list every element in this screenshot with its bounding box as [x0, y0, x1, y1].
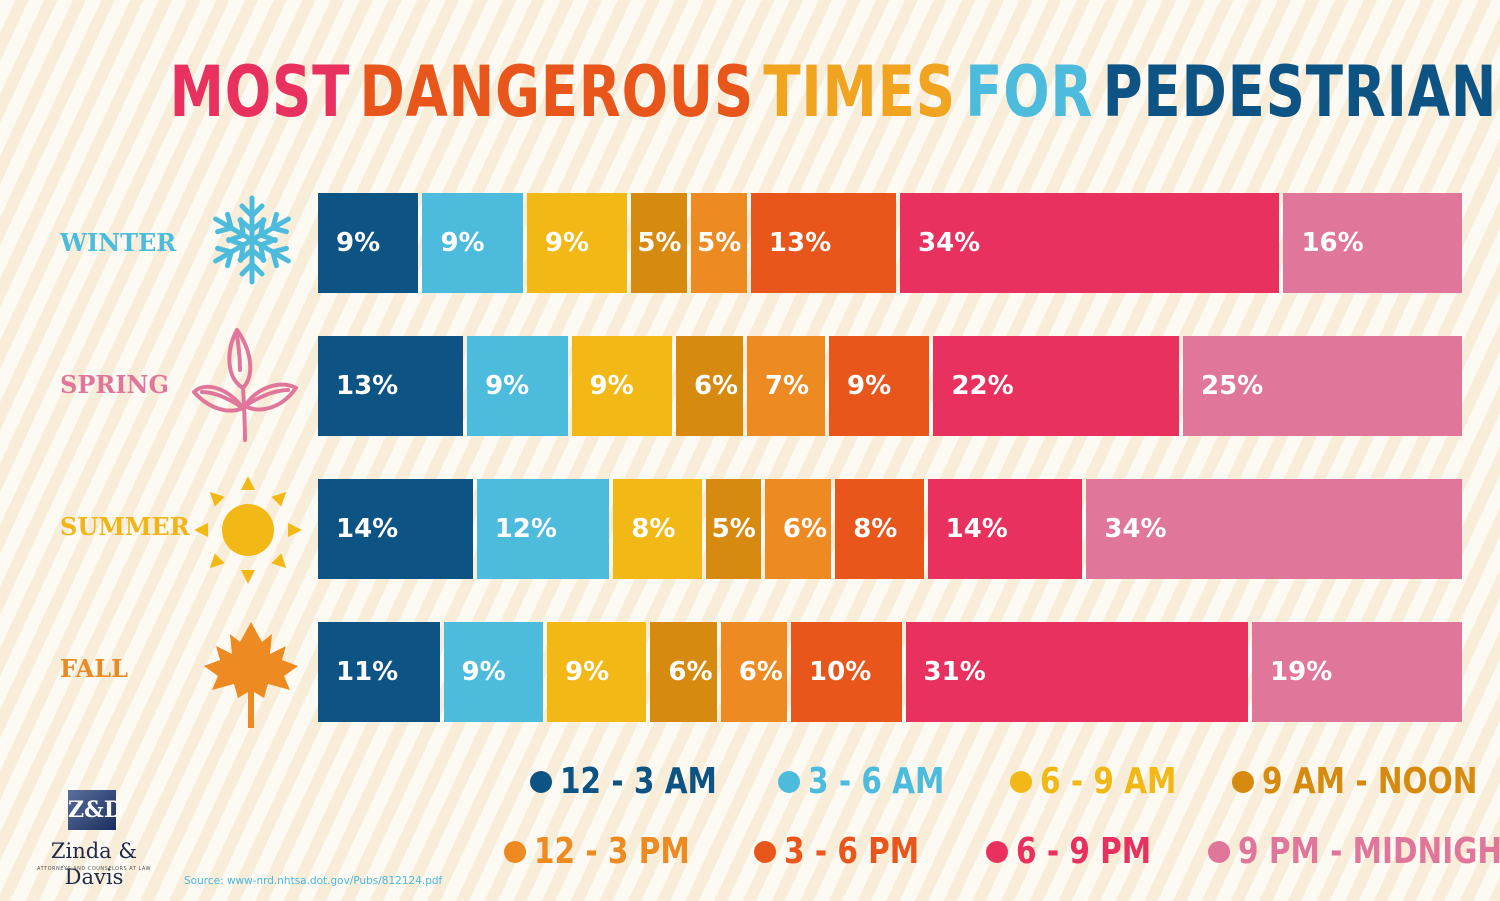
legend-dot [754, 841, 776, 863]
season-label-summer: SUMMER [60, 512, 190, 541]
bar-row-summer: 14% 12% 8% 5% 6% 8% 14% 34% [318, 479, 1462, 579]
legend-label: 12 - 3 AM [560, 761, 717, 802]
bar-segment: 5% [705, 479, 761, 579]
legend-dot [986, 841, 1008, 863]
legend-dot [1208, 841, 1230, 863]
title-word-for: FOR [965, 51, 1094, 133]
bar-segment: 14% [318, 479, 473, 579]
bar-segment: 11% [318, 622, 440, 722]
bar-segment: 9% [318, 193, 419, 293]
bar-segment: 5% [631, 193, 688, 293]
legend-label: 9 AM - NOON [1262, 761, 1478, 802]
bar-segment: 14% [927, 479, 1083, 579]
season-label-winter: WINTER [60, 228, 177, 257]
legend-dot [504, 841, 526, 863]
zinda-davis-logo: Z&D Zinda & Davis ATTORNEYS AND COUNSELO… [26, 790, 166, 889]
source-note: Source: www-nrd.nhtsa.dot.gov/Pubs/81212… [184, 875, 443, 887]
season-label-fall: FALL [60, 654, 129, 683]
title-word-most: MOST [169, 51, 351, 133]
legend-label: 6 - 9 AM [1040, 761, 1177, 802]
logo-name: Zinda & Davis [50, 839, 138, 889]
legend-label: 9 PM - MIDNIGHT [1238, 831, 1500, 872]
bar-segment: 7% [746, 336, 826, 436]
bar-row-winter: 9% 9% 9% 5% 5% 13% 34% 16% [318, 193, 1462, 293]
bar-segment: 8% [835, 479, 924, 579]
bar-segment: 6% [650, 622, 717, 722]
bar-segment: 9% [443, 622, 543, 722]
bar-segment: 10% [791, 622, 902, 722]
legend-dot [778, 771, 800, 793]
legend-item: 3 - 6 PM [754, 830, 949, 874]
legend-item: 12 - 3 AM [530, 760, 751, 804]
season-label-spring: SPRING [60, 370, 169, 399]
legend-item: 3 - 6 AM [778, 760, 974, 804]
legend-item: 12 - 3 PM [504, 830, 724, 874]
title-word-times: TIMES [763, 51, 956, 133]
title-word-dangerous: DANGEROUS [359, 51, 755, 133]
bar-row-spring: 13% 9% 9% 6% 7% 9% 22% 25% [318, 336, 1462, 436]
legend-item: 9 PM - MIDNIGHT [1208, 830, 1500, 874]
bar-segment: 6% [764, 479, 832, 579]
bar-segment: 22% [933, 336, 1179, 436]
bar-segment: 13% [750, 193, 896, 293]
legend-label: 3 - 6 AM [808, 761, 945, 802]
bar-segment: 9% [829, 336, 930, 436]
legend-label: 12 - 3 PM [534, 831, 690, 872]
bar-segment: 31% [905, 622, 1249, 722]
bar-segment: 12% [476, 479, 610, 579]
bar-segment: 16% [1283, 193, 1462, 293]
legend-item: 6 - 9 PM [986, 830, 1181, 874]
bar-segment: 9% [526, 193, 628, 293]
title-word-pedestrians: PEDESTRIANS [1102, 51, 1500, 133]
sun-icon [194, 476, 302, 584]
bar-segment: 6% [675, 336, 743, 436]
legend-dot [1232, 771, 1254, 793]
legend: 12 - 3 AM 3 - 6 AM 6 - 9 AM 9 AM - NOON 12 -… [500, 760, 1500, 880]
logo-mark: Z&D [68, 790, 123, 830]
legend-dot [530, 771, 552, 793]
bar-row-fall: 11% 9% 9% 6% 6% 10% 31% 19% [318, 622, 1462, 722]
legend-dot [1010, 771, 1032, 793]
legend-item: 6 - 9 AM [1010, 760, 1206, 804]
bar-segment: 13% [318, 336, 464, 436]
legend-label: 6 - 9 PM [1016, 831, 1152, 872]
bar-segment: 9% [467, 336, 568, 436]
bar-segment: 25% [1183, 336, 1462, 436]
bar-segment: 34% [1086, 479, 1462, 579]
snowflake-icon [204, 195, 300, 288]
bar-segment: 6% [720, 622, 788, 722]
bar-segment: 8% [613, 479, 702, 579]
legend-label: 3 - 6 PM [784, 831, 920, 872]
legend-item: 9 AM - NOON [1232, 760, 1500, 804]
bar-segment: 9% [422, 193, 523, 293]
chart-title: MOST DANGEROUS TIMES FOR PEDESTRIANS [165, 50, 1500, 134]
maple-leaf-icon [204, 622, 298, 728]
bar-segment: 19% [1252, 622, 1462, 722]
leaves-icon [192, 328, 298, 442]
bar-segment: 5% [691, 193, 747, 293]
logo-tagline: ATTORNEYS AND COUNSELORS AT LAW [37, 866, 151, 872]
bar-segment: 34% [900, 193, 1280, 293]
bar-segment: 9% [571, 336, 672, 436]
bar-segment: 9% [546, 622, 647, 722]
